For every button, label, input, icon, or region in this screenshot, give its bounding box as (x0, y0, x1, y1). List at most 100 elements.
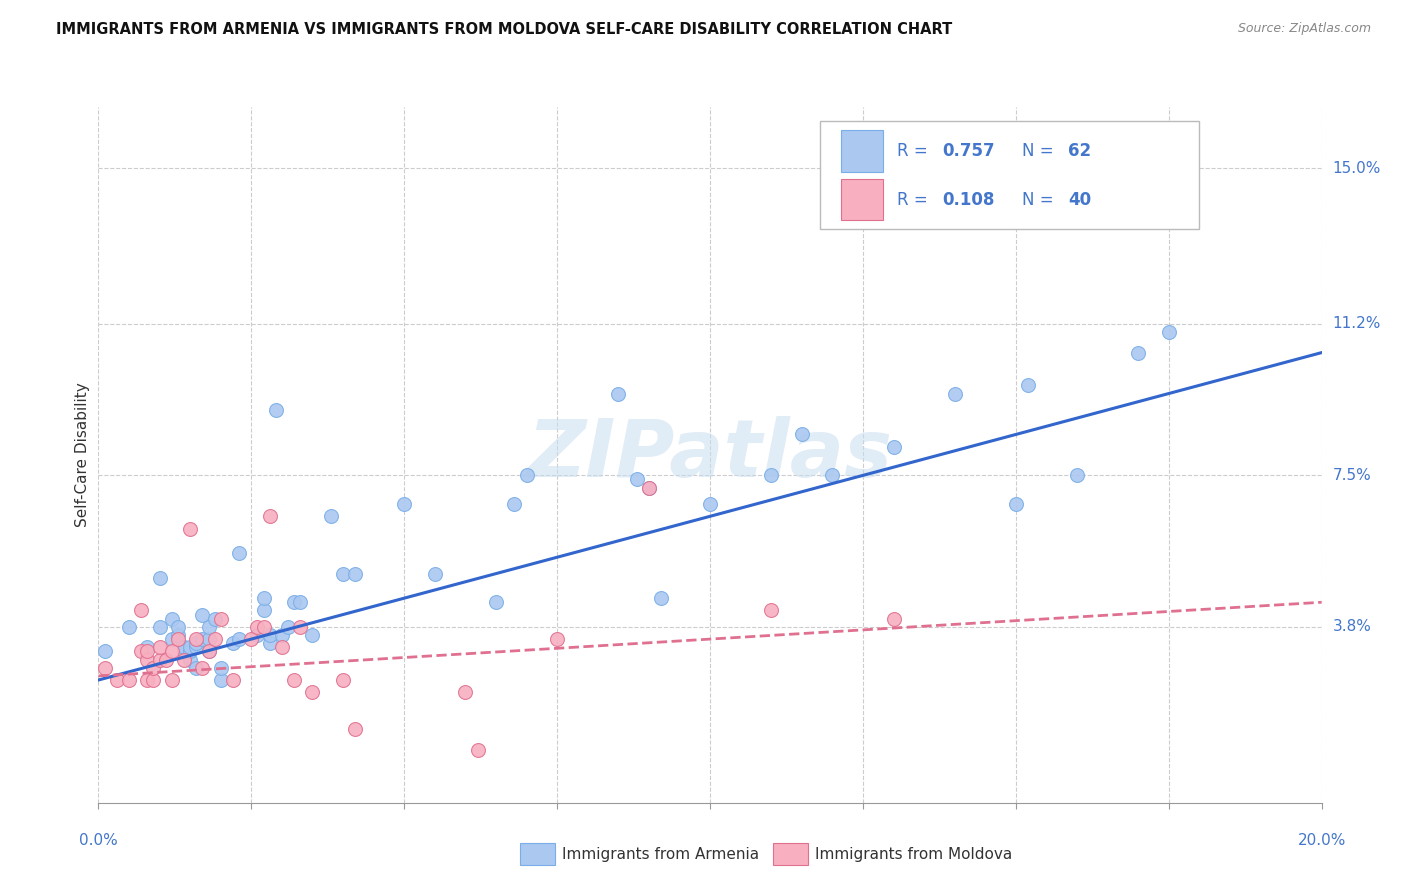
Point (149, 620, 172, 634)
Point (173, 644, 195, 658)
Text: Immigrants from Moldova: Immigrants from Moldova (815, 847, 1012, 862)
Point (301, 628, 323, 642)
Point (252, 620, 274, 634)
Point (790, 427, 813, 442)
Point (283, 595, 305, 609)
Point (167, 620, 190, 634)
Text: Immigrants from Armenia: Immigrants from Armenia (562, 847, 759, 862)
Point (943, 386, 966, 401)
Point (179, 652, 201, 666)
Point (516, 468, 538, 483)
Point (1004, 497, 1026, 511)
Point (197, 620, 219, 634)
Point (179, 644, 201, 658)
Point (423, 566, 446, 581)
Point (392, 497, 416, 511)
Point (454, 685, 477, 699)
Point (699, 497, 721, 511)
Point (637, 481, 661, 495)
Point (149, 640, 172, 655)
Point (209, 673, 232, 687)
Text: R =: R = (897, 142, 934, 160)
Point (301, 685, 323, 699)
Text: 0.757: 0.757 (942, 142, 995, 160)
Point (160, 644, 183, 658)
Point (332, 673, 354, 687)
Point (149, 652, 172, 666)
Point (179, 640, 201, 655)
Point (118, 620, 141, 634)
Point (228, 632, 250, 646)
Point (191, 661, 214, 675)
Point (136, 673, 159, 687)
Y-axis label: Self-Care Disability: Self-Care Disability (75, 383, 90, 527)
Point (118, 673, 141, 687)
Point (136, 640, 159, 655)
Point (209, 612, 232, 626)
Point (246, 628, 269, 642)
Text: 15.0%: 15.0% (1333, 161, 1381, 176)
Point (1157, 325, 1180, 339)
Text: 62: 62 (1069, 142, 1091, 160)
Point (259, 636, 281, 650)
Text: Source: ZipAtlas.com: Source: ZipAtlas.com (1237, 22, 1371, 36)
Point (149, 571, 172, 585)
Point (204, 612, 226, 626)
Point (270, 640, 292, 655)
Point (167, 632, 190, 646)
Point (240, 632, 263, 646)
Point (319, 509, 342, 524)
Point (129, 644, 152, 658)
Point (179, 522, 201, 536)
FancyBboxPatch shape (820, 121, 1199, 229)
Text: 0.108: 0.108 (942, 191, 995, 209)
Point (222, 673, 245, 687)
Point (650, 591, 672, 606)
Point (167, 628, 190, 642)
Point (821, 468, 844, 483)
Point (270, 628, 292, 642)
Point (173, 652, 195, 666)
Point (1128, 345, 1150, 359)
Point (252, 603, 274, 617)
Point (259, 509, 281, 524)
Point (186, 661, 208, 675)
Text: 40: 40 (1069, 191, 1091, 209)
Point (607, 386, 630, 401)
Point (129, 603, 152, 617)
Point (136, 644, 159, 658)
Point (160, 632, 183, 646)
Point (883, 612, 905, 626)
Text: 20.0%: 20.0% (1298, 833, 1346, 848)
Text: 7.5%: 7.5% (1333, 468, 1371, 483)
Text: ZIPatlas: ZIPatlas (527, 416, 893, 494)
Point (155, 652, 177, 666)
Point (637, 481, 661, 495)
Point (759, 603, 782, 617)
Point (191, 632, 214, 646)
Point (197, 644, 219, 658)
Point (344, 566, 367, 581)
Point (160, 612, 183, 626)
Text: 0.0%: 0.0% (79, 833, 118, 848)
Point (503, 497, 526, 511)
Point (142, 673, 165, 687)
Point (186, 632, 208, 646)
Point (186, 636, 208, 650)
Point (332, 566, 354, 581)
Point (290, 620, 312, 634)
Point (283, 673, 305, 687)
Point (467, 742, 489, 756)
Point (191, 607, 214, 622)
Point (197, 644, 219, 658)
Text: 3.8%: 3.8% (1333, 619, 1372, 634)
Point (186, 640, 208, 655)
Point (228, 546, 250, 560)
Point (93, 661, 115, 675)
Point (264, 403, 287, 417)
Point (93, 644, 115, 658)
Text: N =: N = (1022, 142, 1059, 160)
Point (759, 468, 782, 483)
Point (259, 628, 281, 642)
Point (883, 440, 905, 454)
